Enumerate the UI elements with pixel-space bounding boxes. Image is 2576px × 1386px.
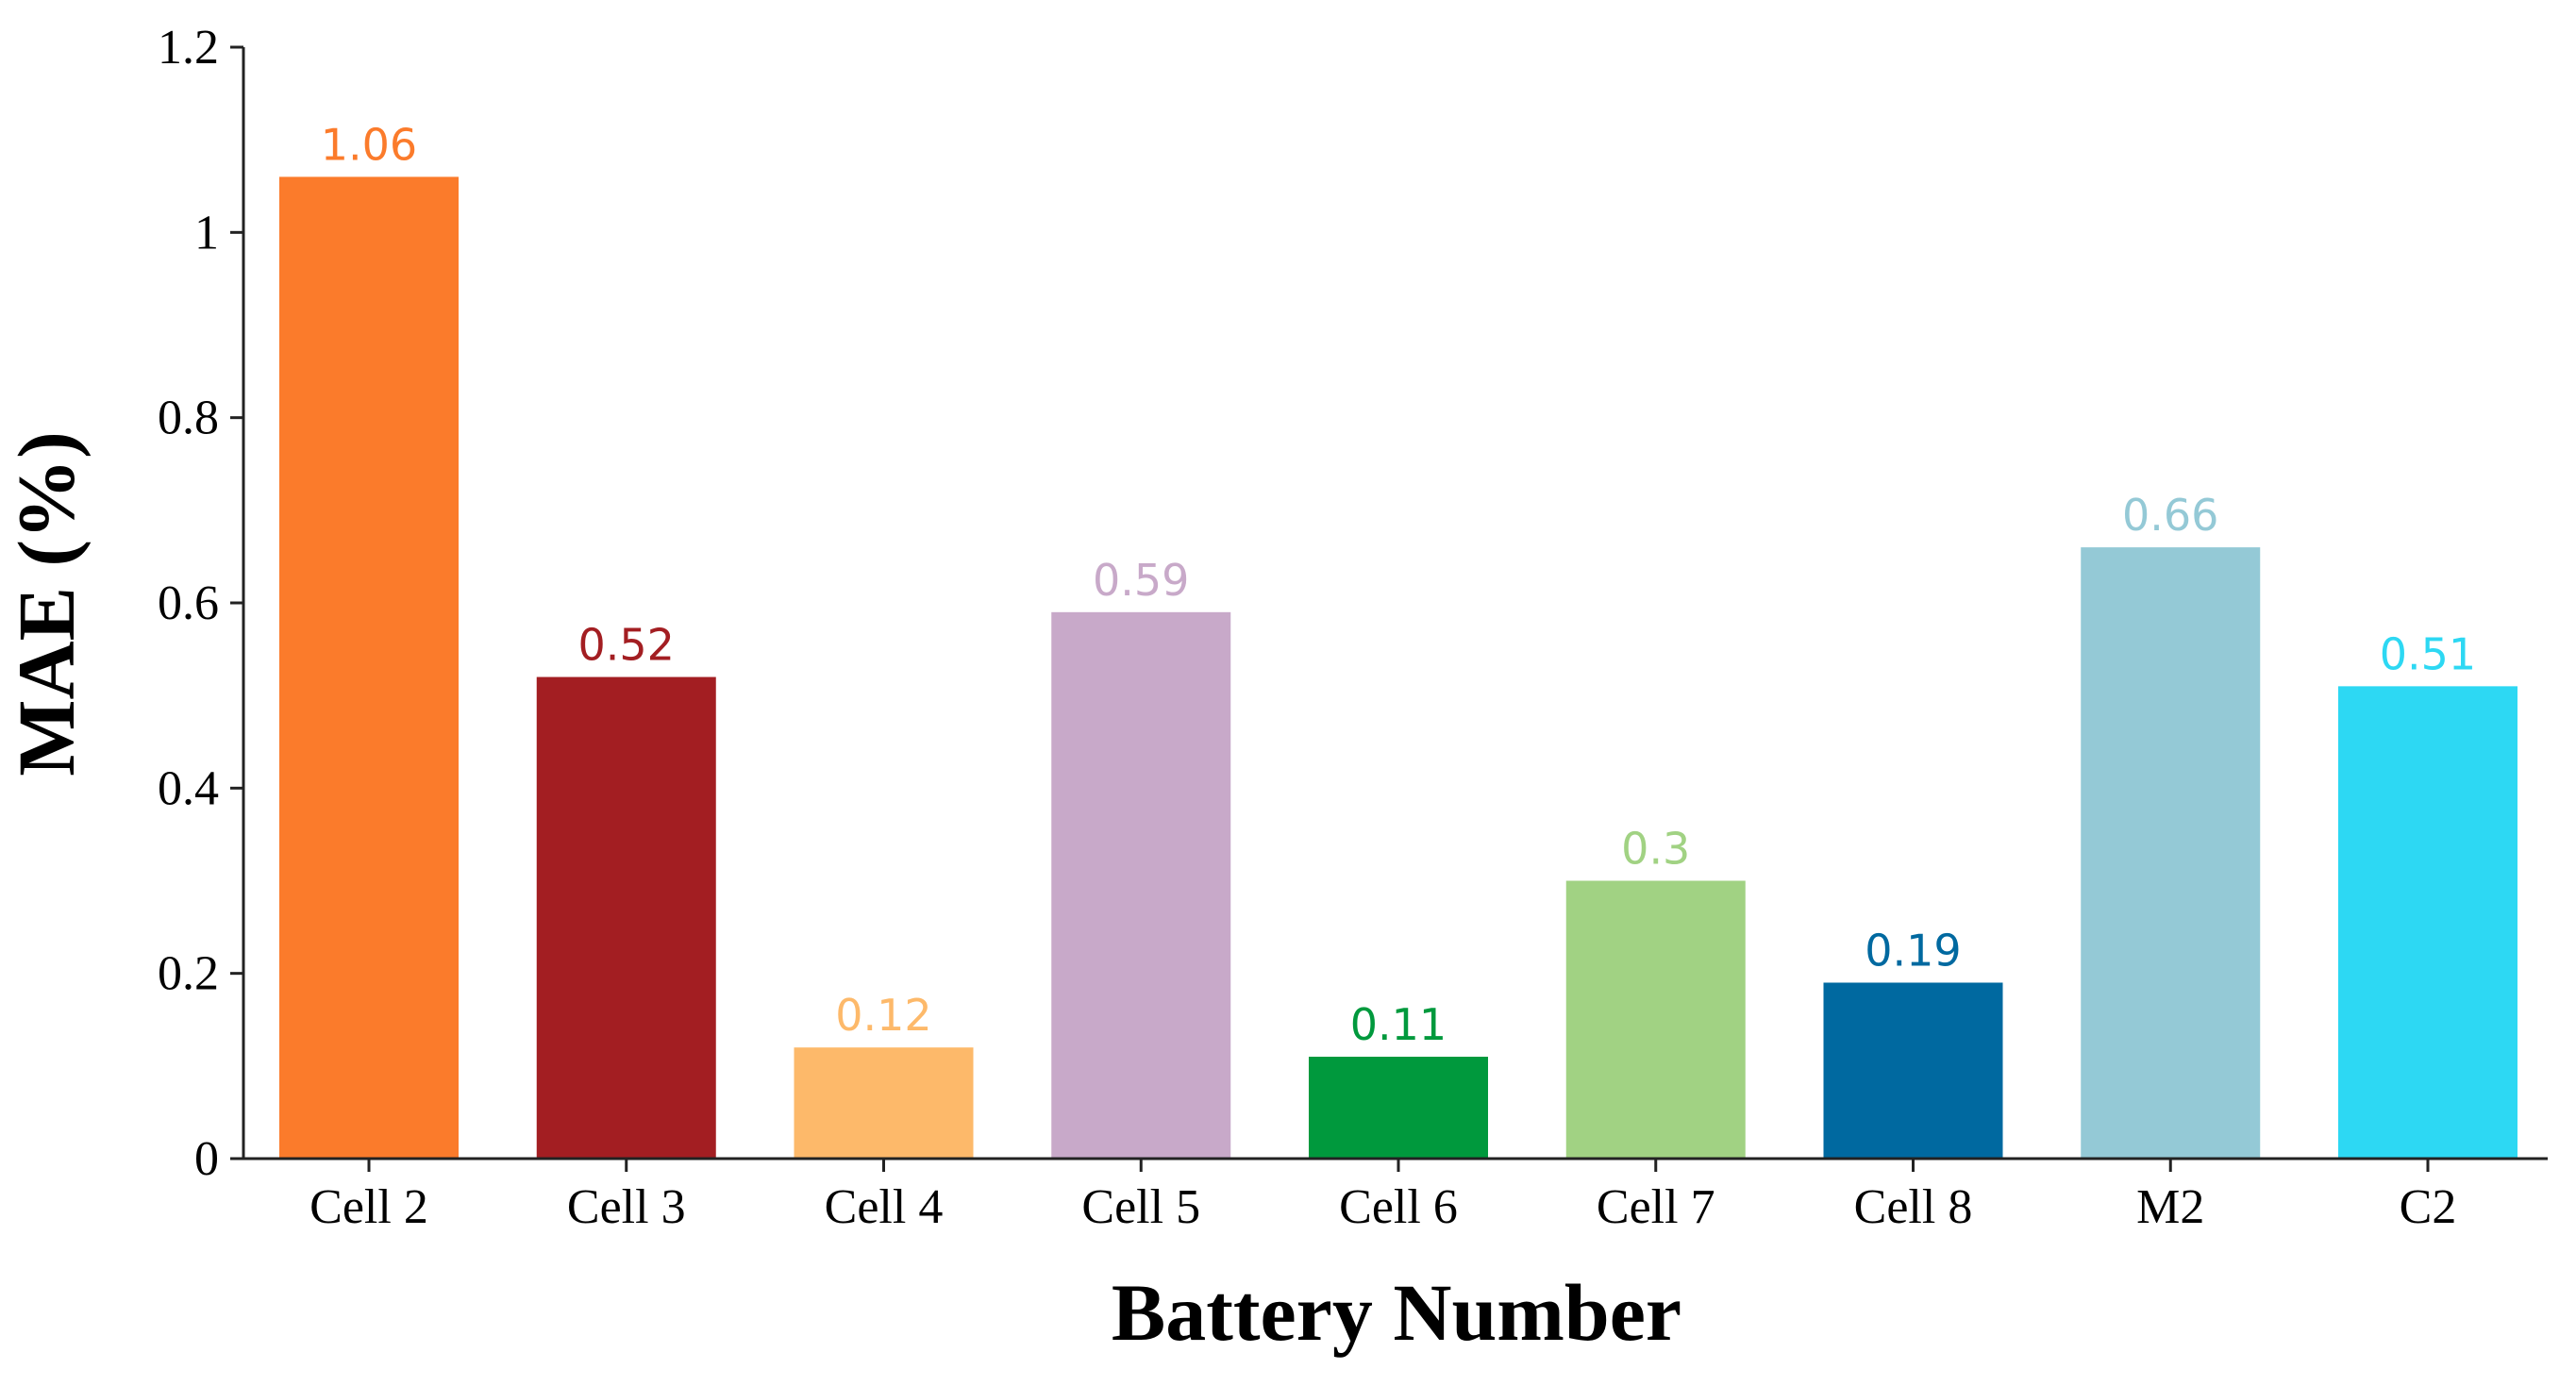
y-tick-label: 1 [194, 206, 219, 259]
y-tick-label: 0.4 [158, 761, 219, 815]
bar-cell-4 [794, 1047, 974, 1159]
data-label-cell-3: 0.52 [578, 620, 675, 671]
data-label-m2: 0.66 [2122, 490, 2218, 541]
data-label-c2: 0.51 [2380, 628, 2476, 679]
bar-c2 [2338, 686, 2517, 1159]
data-label-cell-2: 1.06 [321, 119, 417, 170]
x-tick-label: M2 [2136, 1180, 2204, 1234]
data-label-cell-6: 0.11 [1350, 999, 1447, 1050]
x-axis: Cell 2 Cell 3 Cell 4 Cell 5 Cell 6 Cell 7 Cell… [243, 1157, 2548, 1234]
y-axis: 0 0.2 0.4 0.6 0.8 1 1.2 [158, 21, 245, 1186]
y-tick-label: 0.2 [158, 947, 219, 1001]
data-label-cell-7: 0.3 [1621, 824, 1690, 875]
bar-m2 [2081, 547, 2261, 1159]
x-tick-label: Cell 3 [567, 1180, 686, 1234]
data-label-cell-5: 0.59 [1093, 555, 1189, 606]
x-tick-label: Cell 8 [1854, 1180, 1973, 1234]
bar-cell-2 [279, 176, 459, 1159]
bar-cell-5 [1051, 611, 1231, 1159]
bars-group [279, 176, 2517, 1159]
y-tick-label: 0 [194, 1132, 219, 1186]
bar-cell-3 [536, 676, 716, 1159]
data-label-cell-4: 0.12 [835, 990, 931, 1041]
x-tick-label: Cell 7 [1597, 1180, 1715, 1234]
x-tick-label: Cell 4 [825, 1180, 944, 1234]
bar-cell-7 [1565, 880, 1746, 1159]
y-tick-label: 1.2 [158, 21, 219, 75]
y-tick-label: 0.8 [158, 392, 219, 445]
x-axis-title: Battery Number [1112, 1267, 1681, 1358]
x-tick-label: Cell 2 [309, 1180, 428, 1234]
y-tick-label: 0.6 [158, 576, 219, 630]
x-tick-label: Cell 5 [1081, 1180, 1200, 1234]
x-tick-label: C2 [2400, 1180, 2457, 1234]
data-label-cell-8: 0.19 [1865, 925, 1961, 976]
bar-cell-8 [1823, 982, 2003, 1159]
bar-cell-6 [1309, 1057, 1488, 1159]
y-axis-title: MAE (%) [1, 431, 92, 776]
data-labels-group: 1.06 0.52 0.12 0.59 0.11 0.3 0.19 0.66 0.51 [321, 119, 2476, 1050]
x-tick-label: Cell 6 [1339, 1180, 1458, 1234]
